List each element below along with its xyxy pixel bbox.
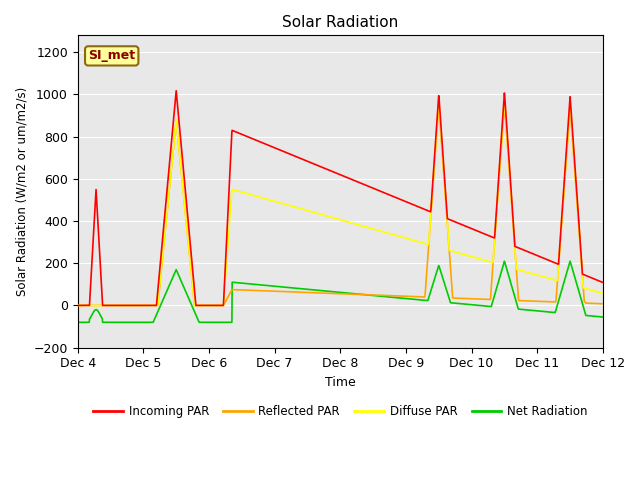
Text: SI_met: SI_met <box>88 49 135 62</box>
X-axis label: Time: Time <box>325 376 356 389</box>
Y-axis label: Solar Radiation (W/m2 or um/m2/s): Solar Radiation (W/m2 or um/m2/s) <box>15 87 28 296</box>
Legend: Incoming PAR, Reflected PAR, Diffuse PAR, Net Radiation: Incoming PAR, Reflected PAR, Diffuse PAR… <box>88 400 592 423</box>
Title: Solar Radiation: Solar Radiation <box>282 15 399 30</box>
